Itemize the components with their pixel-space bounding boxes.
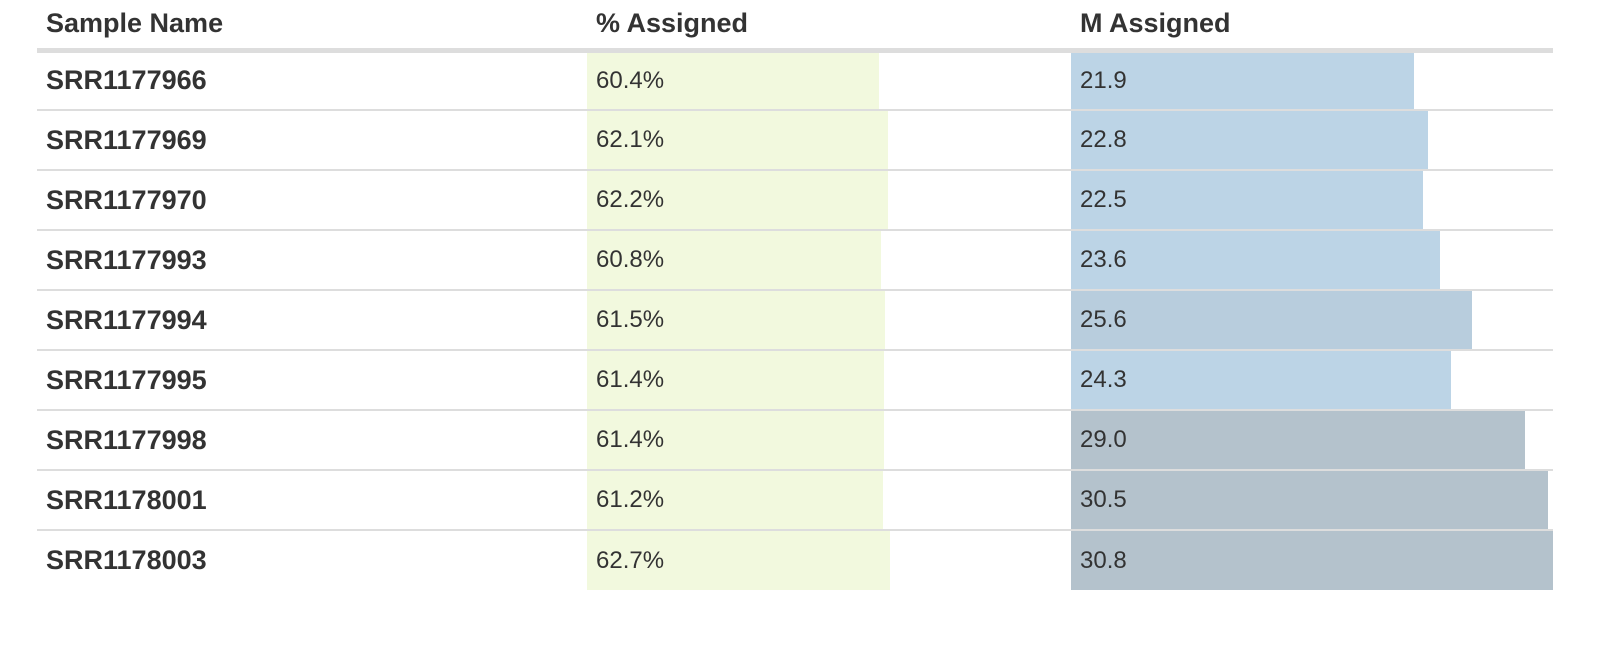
percent-assigned-value: 62.2% <box>596 186 665 213</box>
header-m-assigned[interactable]: M Assigned <box>1071 0 1553 53</box>
m-assigned-bar <box>1071 291 1472 349</box>
m-assigned-bar <box>1071 111 1428 169</box>
sample-name-cell: SRR1177994 <box>37 289 587 350</box>
sample-name-cell: SRR1177993 <box>37 229 587 290</box>
table-row: SRR1177970 62.2% 22.5 <box>37 169 1553 230</box>
percent-assigned-bar <box>587 531 891 590</box>
table-row: SRR1177969 62.1% 22.8 <box>37 109 1553 170</box>
m-assigned-value: 22.8 <box>1080 126 1127 153</box>
table-row: SRR1177998 61.4% 29.0 <box>37 409 1553 470</box>
sample-name-cell: SRR1178001 <box>37 469 587 530</box>
m-assigned-bar <box>1071 171 1424 229</box>
percent-assigned-bar <box>587 291 885 349</box>
table-row: SRR1177994 61.5% 25.6 <box>37 289 1553 350</box>
m-assigned-cell: 30.8 <box>1071 529 1553 590</box>
sample-name-cell: SRR1178003 <box>37 529 587 590</box>
sample-name-cell: SRR1177995 <box>37 349 587 410</box>
m-assigned-cell: 22.8 <box>1071 109 1553 170</box>
m-assigned-cell: 30.5 <box>1071 469 1553 530</box>
m-assigned-value: 30.5 <box>1080 486 1127 513</box>
percent-assigned-cell: 62.7% <box>587 529 1071 590</box>
m-assigned-cell: 25.6 <box>1071 289 1553 350</box>
percent-assigned-bar <box>587 231 882 289</box>
percent-assigned-bar <box>587 111 888 169</box>
percent-assigned-cell: 61.4% <box>587 409 1071 470</box>
stats-table: Sample Name % Assigned M Assigned SRR117… <box>37 0 1553 590</box>
percent-assigned-bar <box>587 471 884 529</box>
m-assigned-bar <box>1071 411 1525 469</box>
percent-assigned-cell: 60.8% <box>587 229 1071 290</box>
sample-name-cell: SRR1177998 <box>37 409 587 470</box>
percent-assigned-value: 62.7% <box>596 546 665 574</box>
header-percent-assigned[interactable]: % Assigned <box>587 0 1071 53</box>
table-row: SRR1177966 60.4% 21.9 <box>37 50 1553 110</box>
percent-assigned-bar <box>587 411 885 469</box>
percent-assigned-cell: 61.4% <box>587 349 1071 410</box>
percent-assigned-bar <box>587 171 889 229</box>
percent-assigned-bar <box>587 351 885 409</box>
sample-name-cell: SRR1177966 <box>46 65 207 96</box>
percent-assigned-value: 61.4% <box>596 426 665 453</box>
percent-assigned-cell: 61.2% <box>587 469 1071 530</box>
m-assigned-value: 25.6 <box>1080 306 1127 333</box>
m-assigned-value: 23.6 <box>1080 246 1127 273</box>
percent-assigned-value: 61.4% <box>596 366 665 393</box>
m-assigned-value: 30.8 <box>1080 546 1127 574</box>
m-assigned-bar <box>1071 471 1549 529</box>
table-row: SRR1178001 61.2% 30.5 <box>37 469 1553 530</box>
table-row: SRR1177995 61.4% 24.3 <box>37 349 1553 410</box>
m-assigned-bar <box>1071 52 1414 109</box>
m-assigned-value: 22.5 <box>1080 186 1127 213</box>
percent-assigned-cell: 61.5% <box>587 289 1071 350</box>
percent-assigned-bar <box>587 52 880 109</box>
m-assigned-cell: 29.0 <box>1071 409 1553 470</box>
percent-assigned-value: 60.4% <box>596 66 665 94</box>
header-sample-name[interactable]: Sample Name <box>37 0 587 53</box>
m-assigned-bar <box>1071 231 1441 289</box>
percent-assigned-value: 62.1% <box>596 126 665 153</box>
m-assigned-value: 21.9 <box>1080 66 1127 94</box>
m-assigned-value: 29.0 <box>1080 426 1127 453</box>
m-assigned-cell: 24.3 <box>1071 349 1553 410</box>
table-row: SRR1177993 60.8% 23.6 <box>37 229 1553 290</box>
m-assigned-value: 24.3 <box>1080 366 1127 393</box>
percent-assigned-value: 61.5% <box>596 306 665 333</box>
m-assigned-cell: 21.9 <box>1071 50 1553 110</box>
table-header-row: Sample Name % Assigned M Assigned <box>37 0 1553 53</box>
table-row: SRR1178003 62.7% 30.8 <box>37 529 1553 590</box>
m-assigned-bar <box>1071 351 1452 409</box>
percent-assigned-cell: 62.1% <box>587 109 1071 170</box>
percent-assigned-cell: 60.4% <box>587 50 1071 110</box>
sample-name-cell: SRR1177969 <box>37 109 587 170</box>
sample-name-cell: SRR1177970 <box>37 169 587 230</box>
m-assigned-bar <box>1071 531 1553 590</box>
percent-assigned-value: 60.8% <box>596 246 665 273</box>
stats-table-container: Sample Name % Assigned M Assigned SRR117… <box>37 0 1553 590</box>
m-assigned-cell: 22.5 <box>1071 169 1553 230</box>
percent-assigned-cell: 62.2% <box>587 169 1071 230</box>
m-assigned-cell: 23.6 <box>1071 229 1553 290</box>
percent-assigned-value: 61.2% <box>596 486 665 513</box>
table-body: SRR1177966 60.4% 21.9 SRR1177969 62.1% 22.8 SR… <box>37 50 1553 590</box>
